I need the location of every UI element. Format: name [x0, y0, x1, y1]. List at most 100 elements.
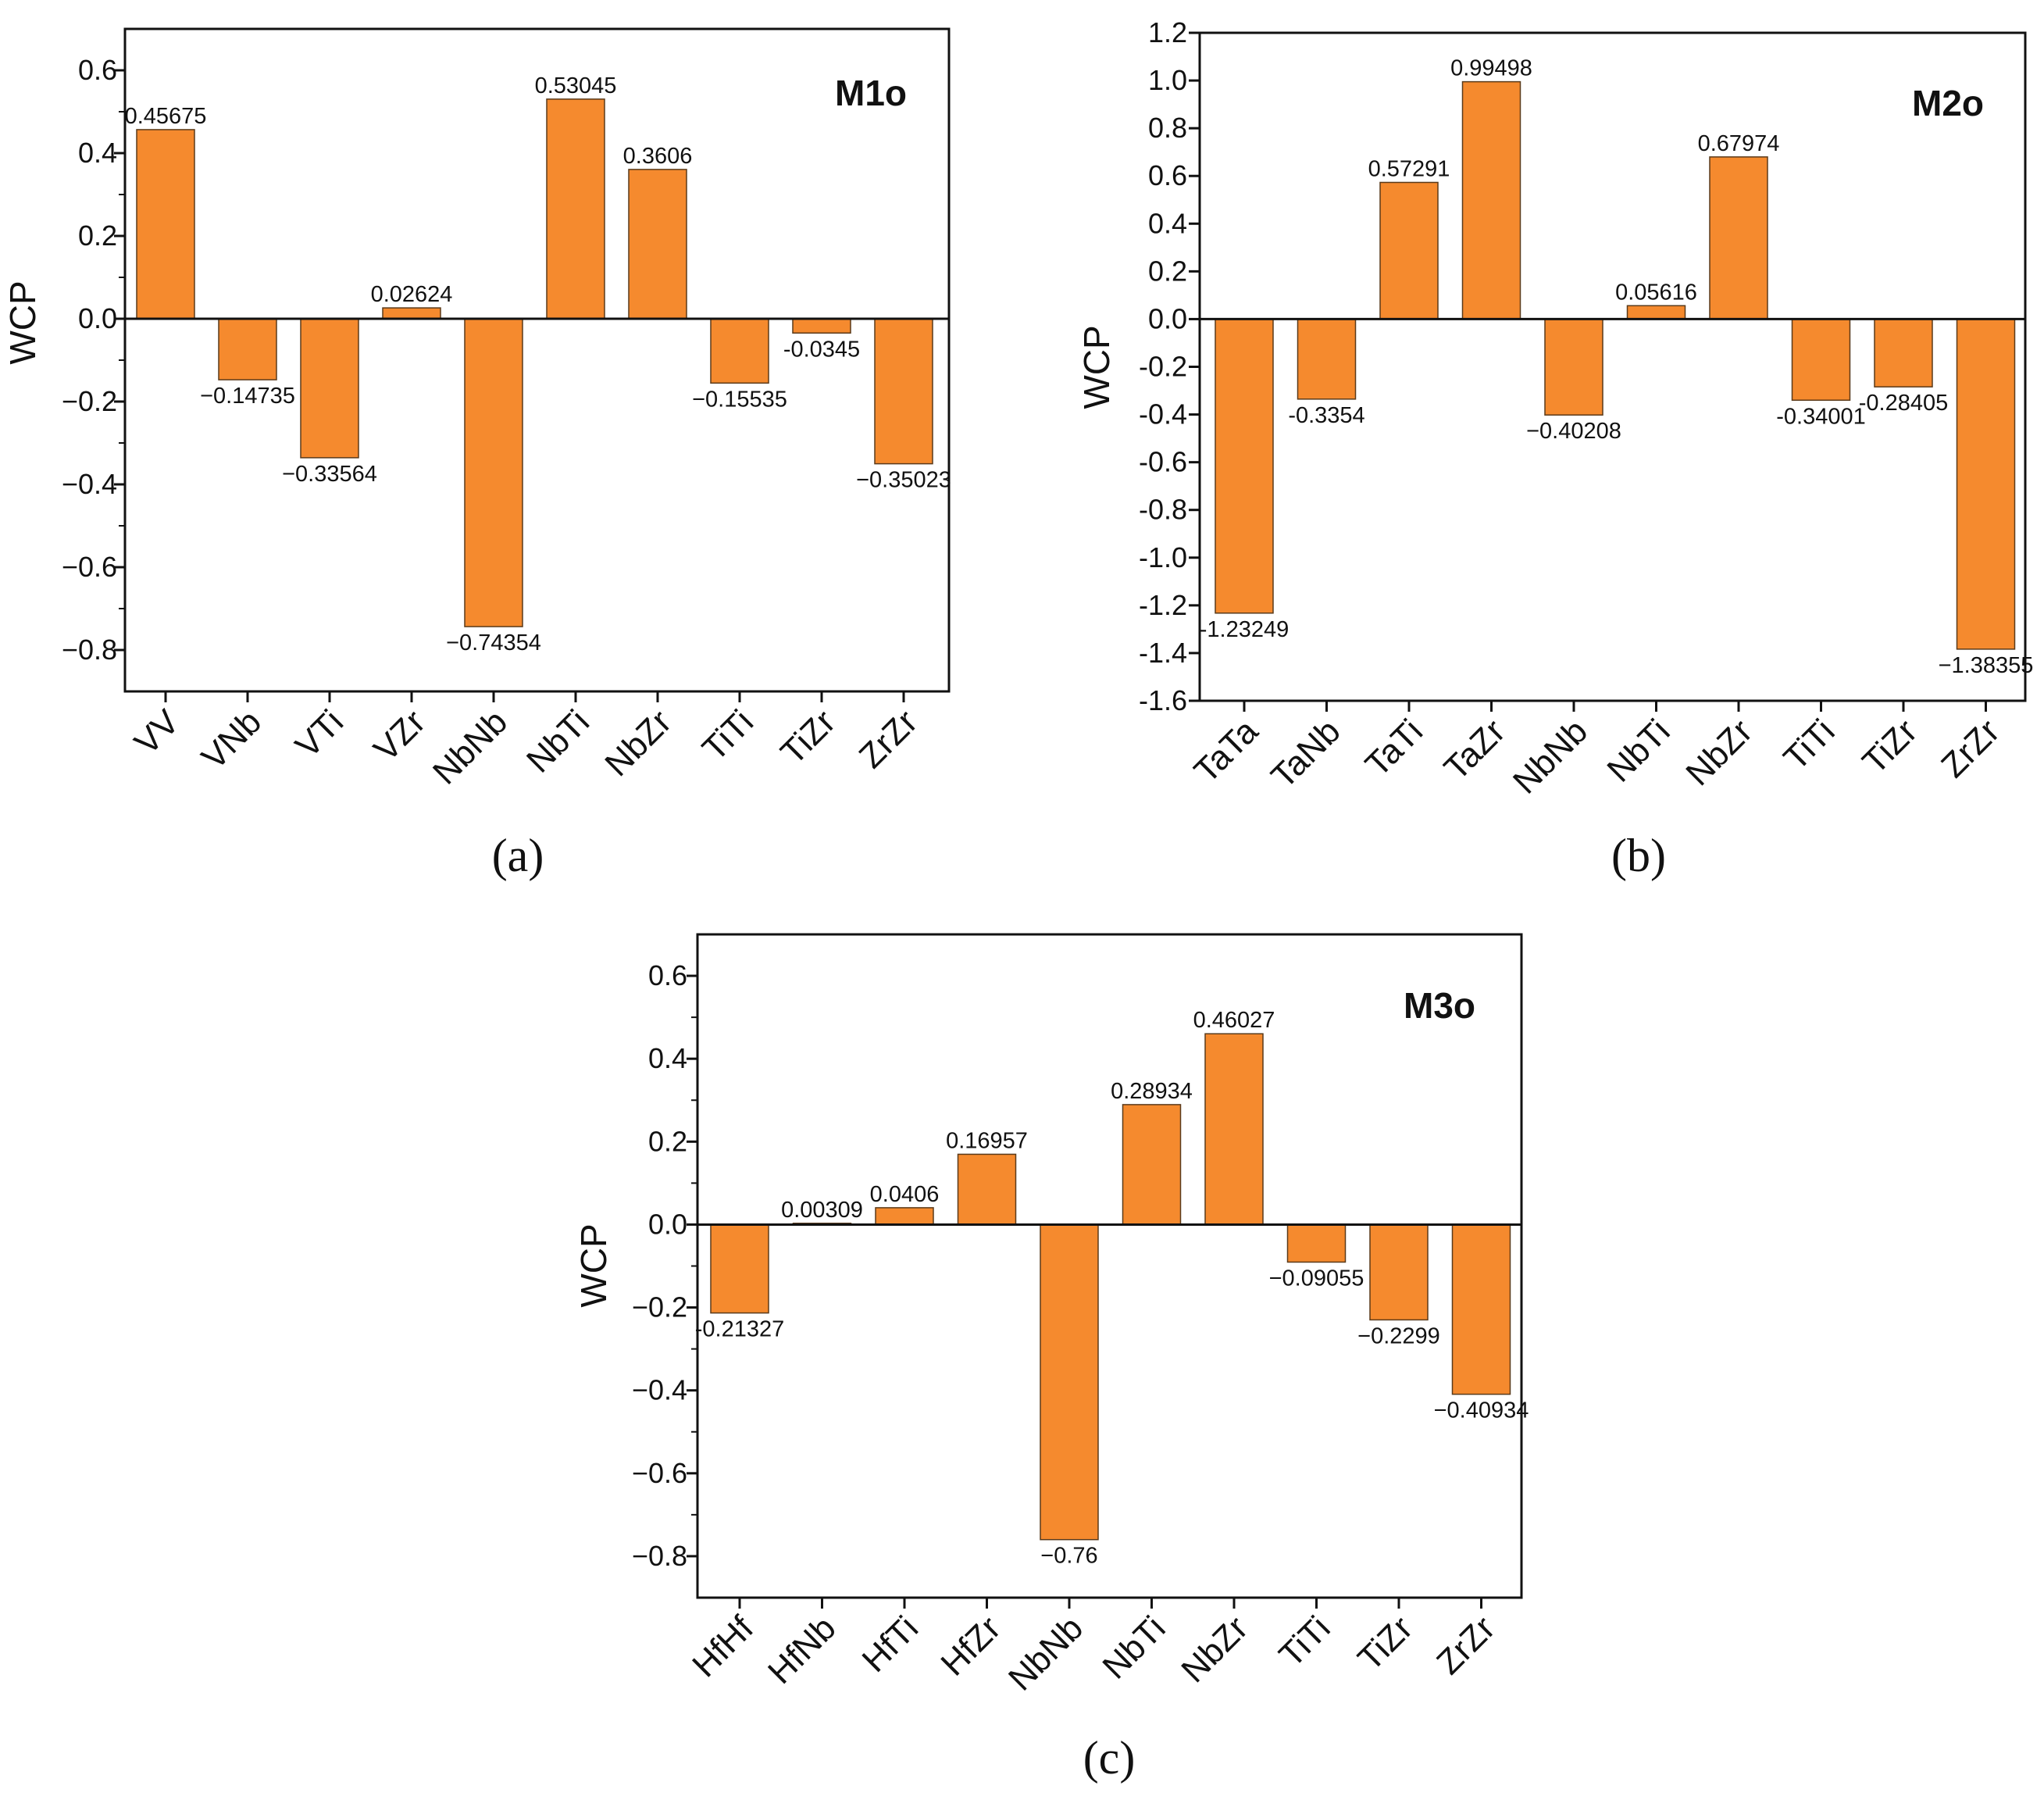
bar-nbzr: [628, 169, 687, 320]
data-label-nbnb: −0.40208: [1526, 419, 1621, 444]
x-tick-label-vti: VTi: [288, 702, 351, 765]
bar-zrzr: [1956, 318, 2016, 650]
data-label-hfti: 0.0406: [870, 1182, 940, 1207]
chart-title: M1o: [835, 73, 907, 113]
chart-title: M2o: [1912, 83, 1984, 123]
y-tick-label: 0.6: [1148, 159, 1187, 191]
y-tick-label: −0.4: [632, 1374, 687, 1406]
y-tick-label: 0.4: [1148, 207, 1187, 239]
data-label-hfhf: -0.21327: [695, 1317, 785, 1342]
y-tick-label: -1.6: [1139, 684, 1187, 716]
bar-zrzr: [1451, 1223, 1511, 1395]
x-tick-label-nbzr: NbZr: [598, 702, 679, 784]
bar-nbzr: [1709, 156, 1768, 320]
bar-vv: [136, 129, 195, 320]
data-label-nbti: 0.28934: [1111, 1079, 1193, 1104]
y-tick-label: 0.2: [78, 220, 117, 252]
y-axis-label: WCP: [1076, 325, 1117, 409]
bar-nbti: [1122, 1104, 1182, 1226]
bar-tizr: [1369, 1223, 1429, 1321]
y-tick-label: 1.2: [1148, 16, 1187, 48]
x-tick-label-zrzr: ZrZr: [852, 702, 925, 775]
data-label-titi: −0.15535: [692, 387, 787, 412]
data-label-vzr: 0.02624: [371, 282, 453, 307]
data-label-tanb: -0.3354: [1288, 403, 1364, 428]
bar-nbzr: [1204, 1033, 1264, 1226]
x-tick-label-tizr: TiZr: [773, 702, 843, 772]
chart-title: M3o: [1404, 985, 1475, 1026]
bar-tata: [1215, 318, 1274, 614]
chart-panel-m1o: −0.8 −0.6 −0.4 −0.2 0.0 0.2 0.4 0.6 0.45675 −0.14…: [2, 27, 951, 881]
x-tick-label-tanb: TaNb: [1264, 712, 1347, 795]
x-tick-label-nbzr: NbZr: [1678, 712, 1760, 793]
bar-tizr: [1874, 318, 1933, 388]
data-label-tati: 0.57291: [1368, 156, 1450, 181]
x-tick-label-tizr: TiZr: [1855, 712, 1924, 781]
bar-titi: [1791, 318, 1851, 402]
x-tick-label-nbzr: NbZr: [1174, 1609, 1255, 1690]
x-tick-label-nbnb: NbNb: [1506, 712, 1595, 801]
y-tick-label: 0.6: [648, 959, 687, 991]
y-tick-label: 0.4: [78, 137, 117, 169]
bar-vti: [300, 318, 359, 459]
x-tick-label-nbti: NbTi: [519, 702, 597, 780]
bar-hfzr: [957, 1153, 1017, 1226]
y-tick-label: −0.8: [632, 1540, 687, 1572]
data-label-tazr: 0.99498: [1450, 56, 1532, 81]
data-label-hfzr: 0.16957: [946, 1128, 1028, 1153]
bar-tati: [1379, 181, 1439, 320]
bar-tazr: [1461, 80, 1521, 320]
data-label-tata: -1.23249: [1200, 617, 1290, 642]
data-label-tizr: −0.2299: [1357, 1323, 1440, 1348]
y-tick-label: 0.0: [648, 1208, 687, 1240]
y-tick-label: -0.4: [1139, 398, 1187, 430]
data-label-nbti: 0.05616: [1615, 280, 1697, 305]
x-tick-label-titi: TiTi: [695, 702, 761, 768]
x-tick-label-hfnb: HfNb: [761, 1609, 844, 1691]
y-axis-label: WCP: [573, 1223, 614, 1307]
x-tick-label-zrzr: ZrZr: [1429, 1609, 1502, 1681]
data-label-nbnb: −0.74354: [446, 630, 541, 655]
bar-nbti: [1626, 305, 1686, 320]
x-tick-label-vnb: VNb: [194, 702, 269, 777]
y-tick-label: -1.4: [1139, 637, 1187, 669]
bar-vnb: [218, 318, 277, 380]
y-tick-label: −0.2: [632, 1291, 687, 1323]
data-label-nbzr: 0.46027: [1193, 1008, 1275, 1033]
y-tick-label: −0.6: [62, 551, 117, 583]
x-tick-label-vv: VV: [127, 702, 187, 762]
y-tick-label: −0.2: [62, 385, 117, 417]
data-label-nbnb: −0.76: [1040, 1544, 1097, 1569]
x-tick-label-tati: TaTi: [1358, 712, 1430, 784]
bar-nbnb: [1040, 1223, 1099, 1541]
y-tick-label: -0.6: [1139, 446, 1187, 478]
x-tick-label-nbnb: NbNb: [1001, 1609, 1090, 1698]
chart-panel-m2o: -1.6 -1.4 -1.2 -1.0 -0.8 -0.6 -0.4 -0.2 0.0 0.2 0.…: [1076, 16, 2033, 881]
data-label-nbti: 0.53045: [535, 73, 617, 98]
chart-panel-m3o: −0.8 −0.6 −0.4 −0.2 0.0 0.2 0.4 0.6 -0.21327 0.00…: [573, 933, 1529, 1784]
x-tick-label-tazr: TaZr: [1437, 712, 1513, 788]
x-tick-label-nbti: NbTi: [1600, 712, 1677, 789]
y-tick-label: 0.2: [648, 1125, 687, 1157]
bar-vzr: [382, 307, 441, 320]
y-tick-label: 0.0: [78, 302, 117, 334]
x-tick-label-zrzr: ZrZr: [1934, 712, 2007, 784]
y-tick-label: −0.8: [62, 634, 117, 666]
x-tick-label-titi: TiTi: [1776, 712, 1842, 777]
y-tick-label: 0.2: [1148, 255, 1187, 287]
bar-tizr: [792, 318, 851, 334]
data-label-hfnb: 0.00309: [781, 1198, 863, 1223]
bar-titi: [1286, 1223, 1347, 1263]
data-label-vti: −0.33564: [282, 462, 377, 487]
data-label-titi: −0.09055: [1269, 1266, 1364, 1291]
y-tick-label: -0.8: [1139, 494, 1187, 526]
bar-zrzr: [874, 318, 933, 465]
x-tick-label-vzr: VZr: [366, 702, 433, 769]
bar-nbnb: [1544, 318, 1603, 416]
y-tick-label: -0.2: [1139, 351, 1187, 383]
y-tick-label: −0.4: [62, 468, 117, 500]
x-tick-label-nbti: NbTi: [1095, 1609, 1172, 1686]
bar-hfti: [875, 1207, 934, 1226]
bar-nbnb: [464, 318, 523, 627]
